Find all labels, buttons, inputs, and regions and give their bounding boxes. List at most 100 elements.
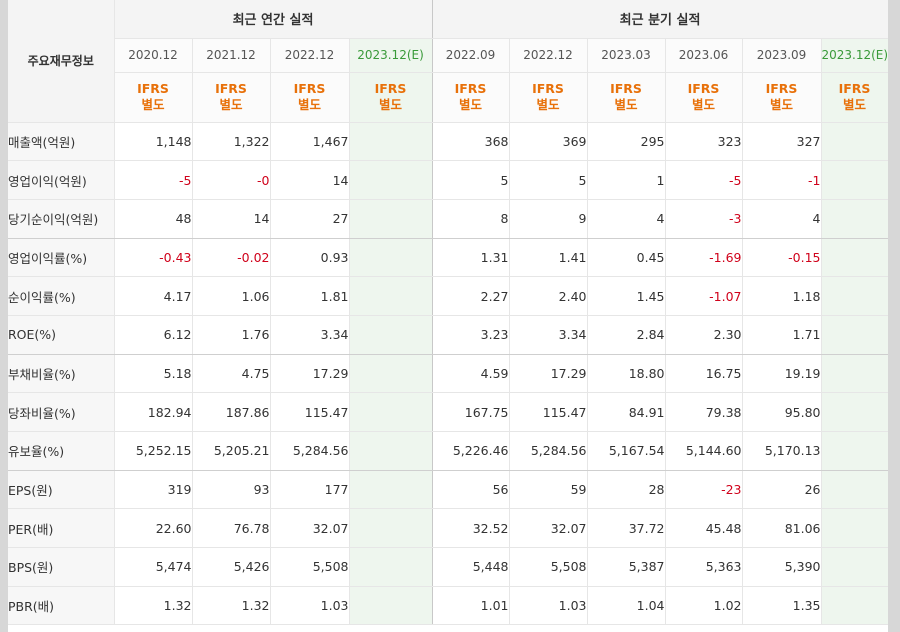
table-cell [821, 315, 888, 355]
ifrs-header-row: IFRS 별도 IFRS 별도 IFRS 별도 IFRS 별도 IFRS 별도 IFRS 별도 IFRS… [8, 72, 888, 123]
table-cell: 5 [509, 160, 588, 200]
table-cell: 5,144.60 [665, 431, 743, 471]
group-header-row: 주요재무정보 최근 연간 실적 최근 분기 실적 [8, 0, 888, 123]
table-cell: 3.34 [509, 315, 588, 355]
table-cell: 14 [192, 199, 271, 239]
table-cell: 1.32 [114, 586, 193, 626]
table-cell: -0.15 [742, 238, 822, 278]
table-cell: 93 [192, 470, 271, 510]
quarter-group-header: 최근 분기 실적 [432, 0, 888, 39]
table-cell: 18.80 [587, 354, 666, 394]
table-cell: 319 [114, 470, 193, 510]
financial-summary-panel: 주요재무정보 최근 연간 실적 최근 분기 실적 2020.12 2021.12 2… [8, 0, 888, 632]
table-cell: 177 [270, 470, 350, 510]
ifrs-basis-label: IFRS 별도 [349, 72, 433, 123]
period-header: 2022.12 [509, 38, 588, 73]
financial-summary-table: 주요재무정보 최근 연간 실적 최근 분기 실적 2020.12 2021.12 2… [8, 0, 888, 626]
table-cell: -0.02 [192, 238, 271, 278]
table-cell: 5,508 [509, 547, 588, 587]
ifrs-label-line2: 별도 [458, 97, 482, 112]
ifrs-label-line2: 별도 [691, 97, 715, 112]
ifrs-basis-label: IFRS 별도 [192, 72, 271, 123]
table-cell: 17.29 [509, 354, 588, 394]
table-cell: 6.12 [114, 315, 193, 355]
ifrs-label-line1: IFRS [293, 81, 326, 96]
table-cell: 369 [509, 122, 588, 162]
table-cell: -5 [665, 160, 743, 200]
table-cell: 1,467 [270, 122, 350, 162]
period-header: 2023.12(E) [349, 38, 433, 73]
table-cell: 8 [432, 199, 510, 239]
table-cell [349, 431, 433, 471]
row-label: 당기순이익(억원) [8, 199, 115, 239]
table-cell: -0 [192, 160, 271, 200]
ifrs-label-line1: IFRS [215, 81, 247, 96]
ifrs-label-line1: IFRS [454, 81, 487, 96]
row-label: 영업이익(억원) [8, 160, 115, 200]
ifrs-label-line2: 별도 [141, 97, 165, 112]
ifrs-basis-label: IFRS 별도 [509, 72, 588, 123]
table-row: 순이익률(%) 4.17 1.06 1.81 2.27 2.40 1.45 -1.07 1.18 [8, 276, 888, 316]
table-cell: 37.72 [587, 508, 666, 549]
period-header: 2022.12 [270, 38, 350, 73]
table-row: 당좌비율(%) 182.94 187.86 115.47 167.75 115.47 84.… [8, 392, 888, 432]
table-cell: 32.07 [509, 508, 588, 549]
table-cell: 1 [587, 160, 666, 200]
table-cell [349, 238, 433, 278]
table-cell: 0.93 [270, 238, 350, 278]
table-cell: 323 [665, 122, 743, 162]
table-row: PBR(배) 1.32 1.32 1.03 1.01 1.03 1.04 1.02 1.35 [8, 586, 888, 626]
row-label: EPS(원) [8, 470, 115, 510]
ifrs-label-line1: IFRS [838, 81, 871, 96]
table-cell: 5,284.56 [509, 431, 588, 471]
table-cell: 1,322 [192, 122, 271, 162]
table-cell: -3 [665, 199, 743, 239]
table-cell: 1.76 [192, 315, 271, 355]
table-cell: 1.45 [587, 276, 666, 316]
table-cell: 32.52 [432, 508, 510, 549]
table-cell: 5,170.13 [742, 431, 822, 471]
ifrs-label-line1: IFRS [765, 81, 798, 96]
ifrs-label-line2: 별도 [614, 97, 638, 112]
table-cell [821, 392, 888, 432]
table-row: 당기순이익(억원) 48 14 27 8 9 4 -3 4 [8, 199, 888, 239]
table-cell: 5,167.54 [587, 431, 666, 471]
table-cell: 56 [432, 470, 510, 510]
table-cell: 1.31 [432, 238, 510, 278]
ifrs-label-line2: 별도 [219, 97, 243, 112]
table-cell: 5,252.15 [114, 431, 193, 471]
table-cell: 5,474 [114, 547, 193, 587]
table-cell [349, 586, 433, 626]
table-cell: 9 [509, 199, 588, 239]
table-cell [349, 276, 433, 316]
ifrs-label-line2: 별도 [378, 97, 402, 112]
table-cell: 59 [509, 470, 588, 510]
ifrs-basis-label: IFRS 별도 [270, 72, 350, 123]
table-cell: 4.75 [192, 354, 271, 394]
table-cell: 19.19 [742, 354, 822, 394]
period-header: 2023.03 [587, 38, 666, 73]
ifrs-label-line2: 별도 [536, 97, 560, 112]
table-cell: 187.86 [192, 392, 271, 432]
table-cell: 115.47 [509, 392, 588, 432]
table-cell [349, 392, 433, 432]
row-label: ROE(%) [8, 315, 115, 355]
table-cell: 5,284.56 [270, 431, 350, 471]
table-cell [821, 354, 888, 394]
period-header-row: 2020.12 2021.12 2022.12 2023.12(E) 2022.09 20… [8, 38, 888, 73]
table-cell: 5,205.21 [192, 431, 271, 471]
table-cell [821, 199, 888, 239]
table-cell: -1.07 [665, 276, 743, 316]
table-cell: 4.17 [114, 276, 193, 316]
table-cell: 5,448 [432, 547, 510, 587]
ifrs-label-line1: IFRS [374, 81, 407, 96]
table-cell: 1.01 [432, 586, 510, 626]
ifrs-basis-label: IFRS 별도 [742, 72, 822, 123]
table-cell [821, 508, 888, 549]
table-cell [349, 547, 433, 587]
ifrs-label-line1: IFRS [610, 81, 642, 96]
period-header: 2023.09 [742, 38, 822, 73]
table-cell: 1.32 [192, 586, 271, 626]
table-cell: 1.81 [270, 276, 350, 316]
table-row: PER(배) 22.60 76.78 32.07 32.52 32.07 37.72 45.4… [8, 508, 888, 549]
